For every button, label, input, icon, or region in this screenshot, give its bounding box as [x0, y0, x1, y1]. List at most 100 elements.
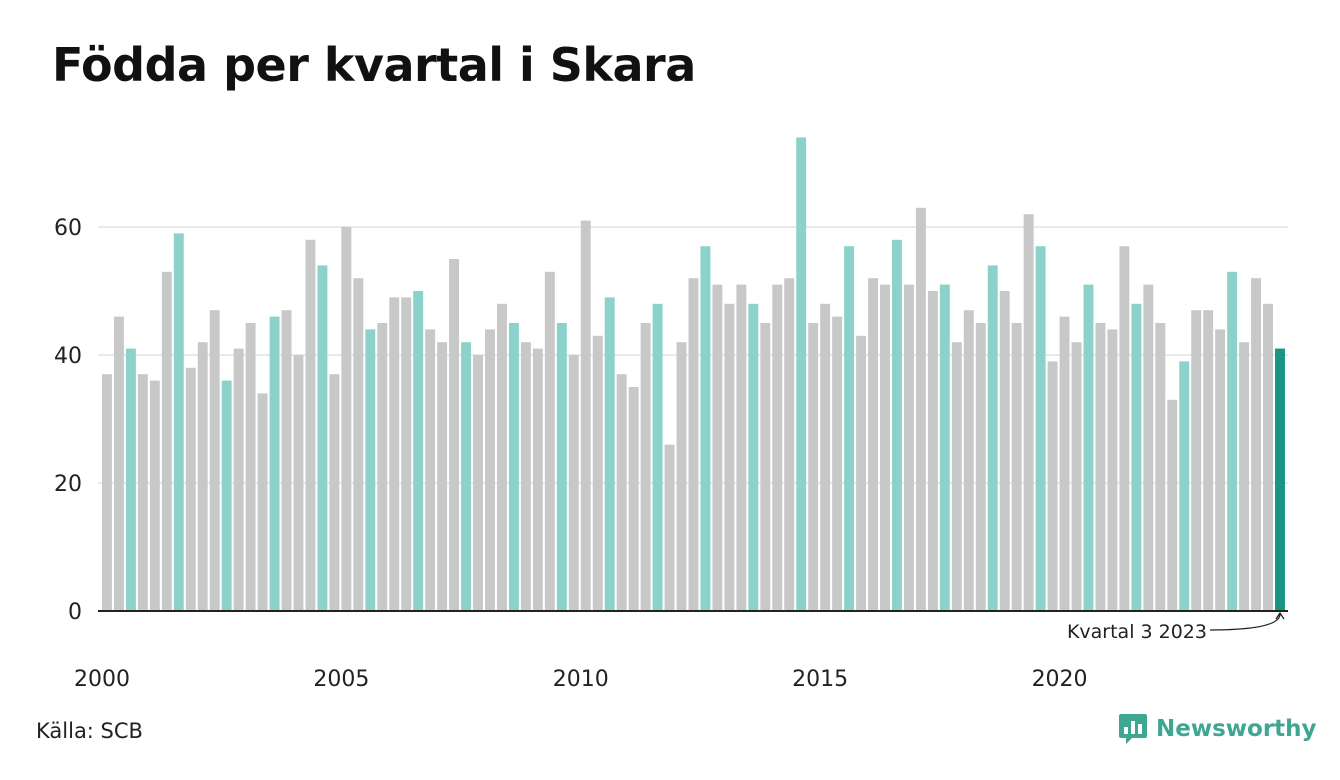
bar: [365, 329, 376, 611]
bar: [712, 284, 723, 611]
bar: [1023, 214, 1034, 611]
bar: [437, 342, 448, 611]
bar: [1131, 303, 1142, 611]
bar: [748, 303, 759, 611]
annotation-label: Kvartal 3 2023: [1067, 621, 1207, 643]
bar: [640, 323, 651, 611]
x-axis-labels: 2000 2005 2010 2015 2020: [74, 667, 1088, 692]
bar: [1011, 323, 1022, 611]
bar: [317, 265, 328, 611]
bar: [556, 323, 567, 611]
bar: [485, 329, 495, 611]
bars: [102, 137, 1285, 612]
bar: [892, 239, 902, 612]
bar: [616, 374, 627, 611]
bar: [305, 239, 316, 612]
bar: [185, 367, 196, 611]
bar: [329, 374, 340, 611]
bar: [425, 329, 436, 611]
bar: [377, 323, 388, 611]
bar: [1239, 342, 1250, 611]
bar: [592, 335, 603, 611]
bar: [269, 316, 280, 611]
bar: [724, 303, 735, 611]
bar: [628, 387, 639, 611]
bar: [245, 323, 256, 611]
x-tick-label: 2020: [1032, 667, 1088, 692]
bar: [221, 380, 232, 611]
bar: [1059, 316, 1070, 611]
bar: [532, 348, 543, 611]
annotation-arrow: [1209, 611, 1285, 631]
bar: [293, 355, 304, 611]
x-tick-label: 2015: [792, 667, 848, 692]
y-tick-label: 60: [54, 216, 82, 241]
bar: [736, 284, 747, 611]
bar: [915, 207, 926, 612]
bar: [125, 348, 136, 611]
bar-chart: 0 20 40 60 2000 2005 2010 2015 2020 Kvartal 3 2…: [54, 137, 1288, 692]
bar: [784, 278, 795, 611]
bar: [413, 291, 424, 611]
bar: [341, 227, 352, 611]
bar: [868, 278, 878, 611]
bar: [688, 278, 699, 611]
bar: [1227, 271, 1238, 611]
bar: [1035, 246, 1046, 611]
bar: [233, 348, 244, 611]
bar: [927, 291, 938, 611]
bar: [401, 297, 412, 611]
annotation: Kvartal 3 2023: [1067, 611, 1285, 643]
x-tick-label: 2005: [313, 667, 369, 692]
bar: [544, 271, 555, 611]
bar: [209, 310, 220, 611]
bar: [664, 444, 675, 611]
bar: [903, 284, 914, 611]
bar: [1095, 323, 1106, 611]
bar: [987, 265, 998, 611]
bar: [999, 291, 1010, 611]
bar: [197, 342, 208, 611]
newsworthy-logo-icon: [1118, 712, 1148, 746]
bar: [461, 342, 472, 611]
x-tick-label: 2010: [553, 667, 609, 692]
bar: [1191, 310, 1202, 611]
bar: [473, 355, 483, 611]
bar: [137, 374, 148, 611]
bar: [149, 380, 160, 611]
bar: [1203, 310, 1214, 611]
bar: [1071, 342, 1082, 611]
bar: [1251, 278, 1262, 611]
y-axis-labels: 0 20 40 60: [54, 216, 82, 625]
y-tick-label: 0: [68, 600, 82, 625]
bar: [604, 297, 615, 611]
bar: [676, 342, 687, 611]
bar: [1083, 284, 1094, 611]
bar: [497, 303, 507, 611]
bar: [808, 323, 819, 611]
bar: [951, 342, 962, 611]
chart-title: Födda per kvartal i Skara: [52, 38, 696, 92]
bar: [772, 284, 783, 611]
source-note: Källa: SCB: [36, 719, 143, 743]
bar: [257, 393, 268, 611]
y-tick-label: 40: [54, 344, 82, 369]
bar: [796, 137, 807, 611]
y-tick-label: 20: [54, 472, 82, 497]
x-tick-label: 2000: [74, 667, 130, 692]
bar: [844, 246, 855, 611]
bar: [353, 278, 364, 611]
bar: [520, 342, 531, 611]
bar: [449, 259, 460, 611]
bar: [1167, 399, 1178, 611]
bar: [1155, 323, 1166, 611]
bar: [700, 246, 711, 611]
bar: [820, 303, 831, 611]
bar: [975, 323, 986, 611]
bar: [832, 316, 843, 611]
bar: [389, 297, 400, 611]
bar: [161, 271, 172, 611]
bar: [963, 310, 974, 611]
bar: [880, 284, 890, 611]
bar: [1179, 361, 1190, 611]
